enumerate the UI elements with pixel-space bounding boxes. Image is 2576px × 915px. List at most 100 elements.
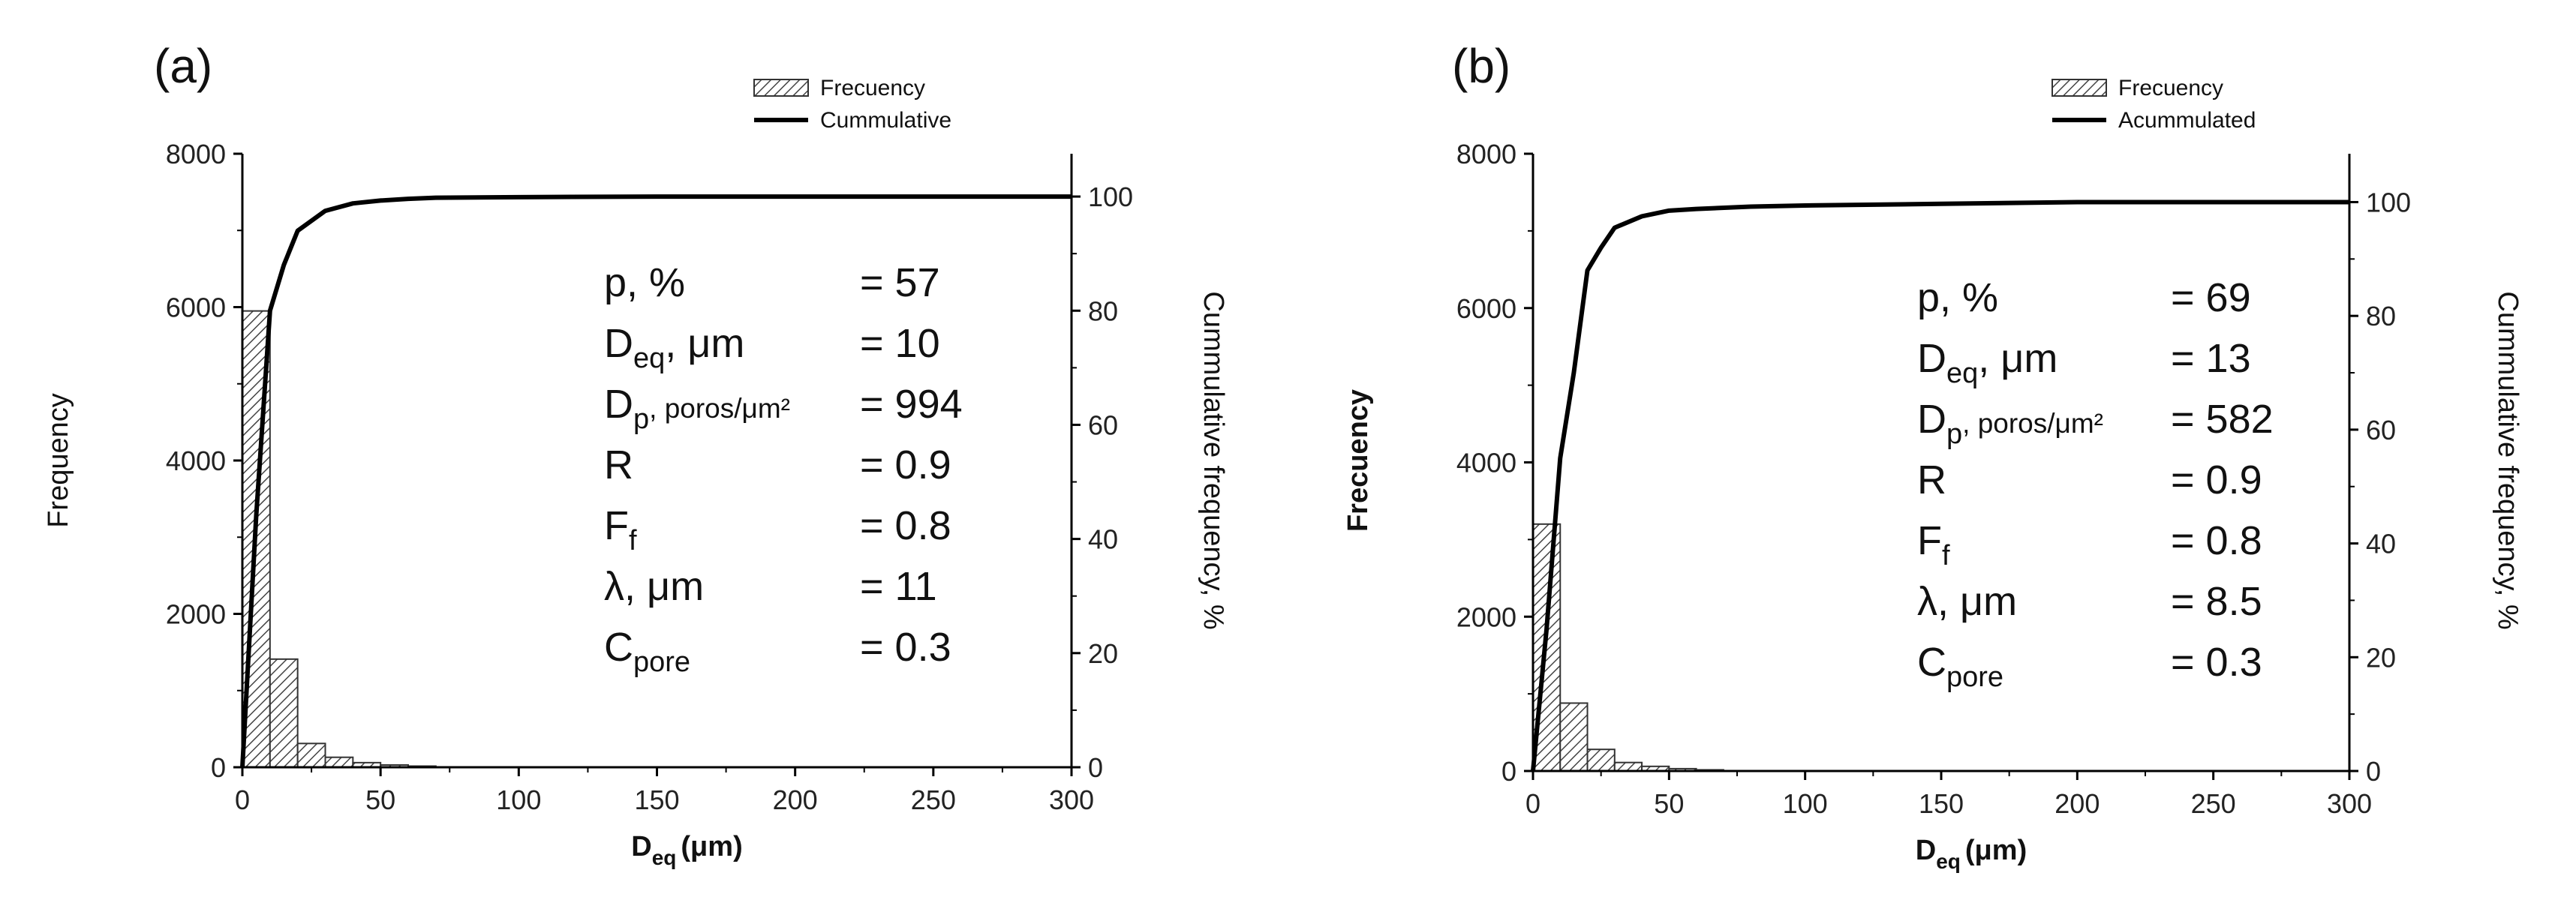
legend-bar-label: Frecuency [2118,76,2223,100]
stat-label-unit: , poros/μm² [649,393,790,424]
stat-label: Cpore [604,625,690,678]
stat-label-main: F [1917,518,1942,563]
stat-label-subscript: pore [1946,662,2003,693]
stat-label-subscript: pore [633,646,690,678]
y-tick-label: 2000 [166,599,226,630]
legend-line-label: Cummulative [820,108,951,133]
chart-panel-a: 0 50 100 150 200 250 3000200040006000800002040… [43,39,1229,869]
stat-label: p, % [604,260,685,305]
x-tick-label: 300 [2327,788,2372,819]
stat-value: = 0.8 [860,503,951,548]
stat-label: Dp, poros/μm² [604,382,790,435]
y2-tick-label: 100 [1088,182,1133,212]
x-tick-label: 250 [2191,788,2236,819]
panel-label: (a) [154,39,212,93]
stat-label-main: D [1917,397,1946,442]
x-axis-title-main: D [1916,835,1936,866]
legend-bar-label: Frecuency [820,76,925,100]
y2-tick-label: 0 [1088,752,1103,783]
y2-axis-title: Cummulative frequency, % [2492,291,2523,629]
stat-label: Cpore [1917,640,2003,693]
stat-label-unit: , μm [1978,336,2057,381]
stat-label-subscript: eq [633,343,665,374]
y-tick-label: 8000 [1456,139,1516,170]
y-tick-label: 8000 [166,139,226,170]
x-axis-title-unit: (μm) [681,831,742,862]
stat-label-unit: , μm [665,321,744,366]
histogram-bar [324,756,354,769]
y2-tick-label: 60 [1088,410,1118,440]
stat-label: R [604,442,633,488]
stat-label-subscript: p [1946,418,1962,450]
y-tick-label: 6000 [1456,293,1516,324]
x-axis-title-unit: (μm) [1965,835,2027,866]
stat-value: = 0.9 [2171,458,2262,502]
stat-label-subscript: eq [1946,358,1978,389]
x-axis-title: Deq (μm) [1916,835,2027,873]
stat-value: = 0.3 [860,625,951,670]
y-tick-label: 0 [1501,756,1516,787]
panel-label: (b) [1452,39,1510,93]
stat-label: Ff [1917,518,1950,572]
stat-label: λ, μm [604,564,704,609]
y2-tick-label: 100 [2366,187,2411,218]
y2-tick-label: 60 [2366,415,2396,446]
stat-label: Deq, μm [604,321,744,374]
x-tick-label: 200 [773,784,818,815]
stat-value: = 69 [2171,275,2251,320]
legend-hatch-swatch [2051,79,2107,97]
x-axis-title-main: D [631,831,651,862]
cumulative-line [1531,200,2349,772]
histogram-bar [296,742,326,768]
stat-label: R [1917,458,1946,502]
stat-value: = 0.9 [860,442,951,488]
stat-value: = 13 [2171,336,2251,381]
y-tick-label: 6000 [166,292,226,323]
y2-tick-label: 20 [1088,638,1118,669]
y-tick-label: 4000 [166,446,226,476]
y2-tick-label: 40 [1088,524,1118,555]
stat-label-main: λ, μm [604,564,704,609]
stat-label-main: D [1917,336,1946,381]
stat-label: Dp, poros/μm² [1917,397,2103,450]
stat-value: = 0.8 [2171,518,2262,563]
stat-label-main: R [1917,458,1946,502]
y-axis-title: Frequency [43,393,74,528]
stat-label-unit: , poros/μm² [1962,408,2103,439]
y2-axis-title: Cummulative frequency, % [1198,291,1229,629]
stat-label-main: λ, μm [1917,579,2017,624]
x-axis-title-subscript: eq [652,846,677,869]
x-axis-title-subscript: eq [1936,850,1961,873]
histogram-bar [1613,761,1643,772]
x-tick-label: 0 [235,784,250,815]
stat-label-main: R [604,442,633,488]
stat-label-subscript: f [1942,540,1950,572]
stat-label-main: D [604,321,633,366]
x-tick-label: 300 [1049,784,1094,815]
histogram-bar [1559,702,1589,772]
stat-label-main: F [604,503,629,548]
y2-tick-label: 0 [2366,756,2381,787]
stat-value: = 0.3 [2171,640,2262,685]
x-tick-label: 100 [1783,788,1828,819]
legend-hatch-swatch [753,79,809,97]
stat-label-main: p, % [1917,275,1998,320]
stat-value: = 8.5 [2171,579,2262,624]
y2-tick-label: 80 [1088,296,1118,326]
y2-tick-label: 20 [2366,642,2396,673]
stat-value: = 11 [860,564,937,609]
stat-label: Ff [604,503,637,556]
stat-label-subscript: f [629,525,637,556]
stat-value: = 994 [860,382,963,427]
chart-panel-b: 0 50 100 150 200 250 3000200040006000800002040… [1342,39,2523,873]
stat-label-subscript: p [633,404,649,435]
x-tick-label: 150 [634,784,679,815]
x-tick-label: 200 [2054,788,2100,819]
x-tick-label: 150 [1919,788,1964,819]
x-tick-label: 0 [1525,788,1540,819]
x-tick-label: 250 [911,784,956,815]
x-tick-label: 50 [1654,788,1684,819]
stat-label-main: p, % [604,260,685,305]
legend-line-label: Acummulated [2118,108,2256,133]
